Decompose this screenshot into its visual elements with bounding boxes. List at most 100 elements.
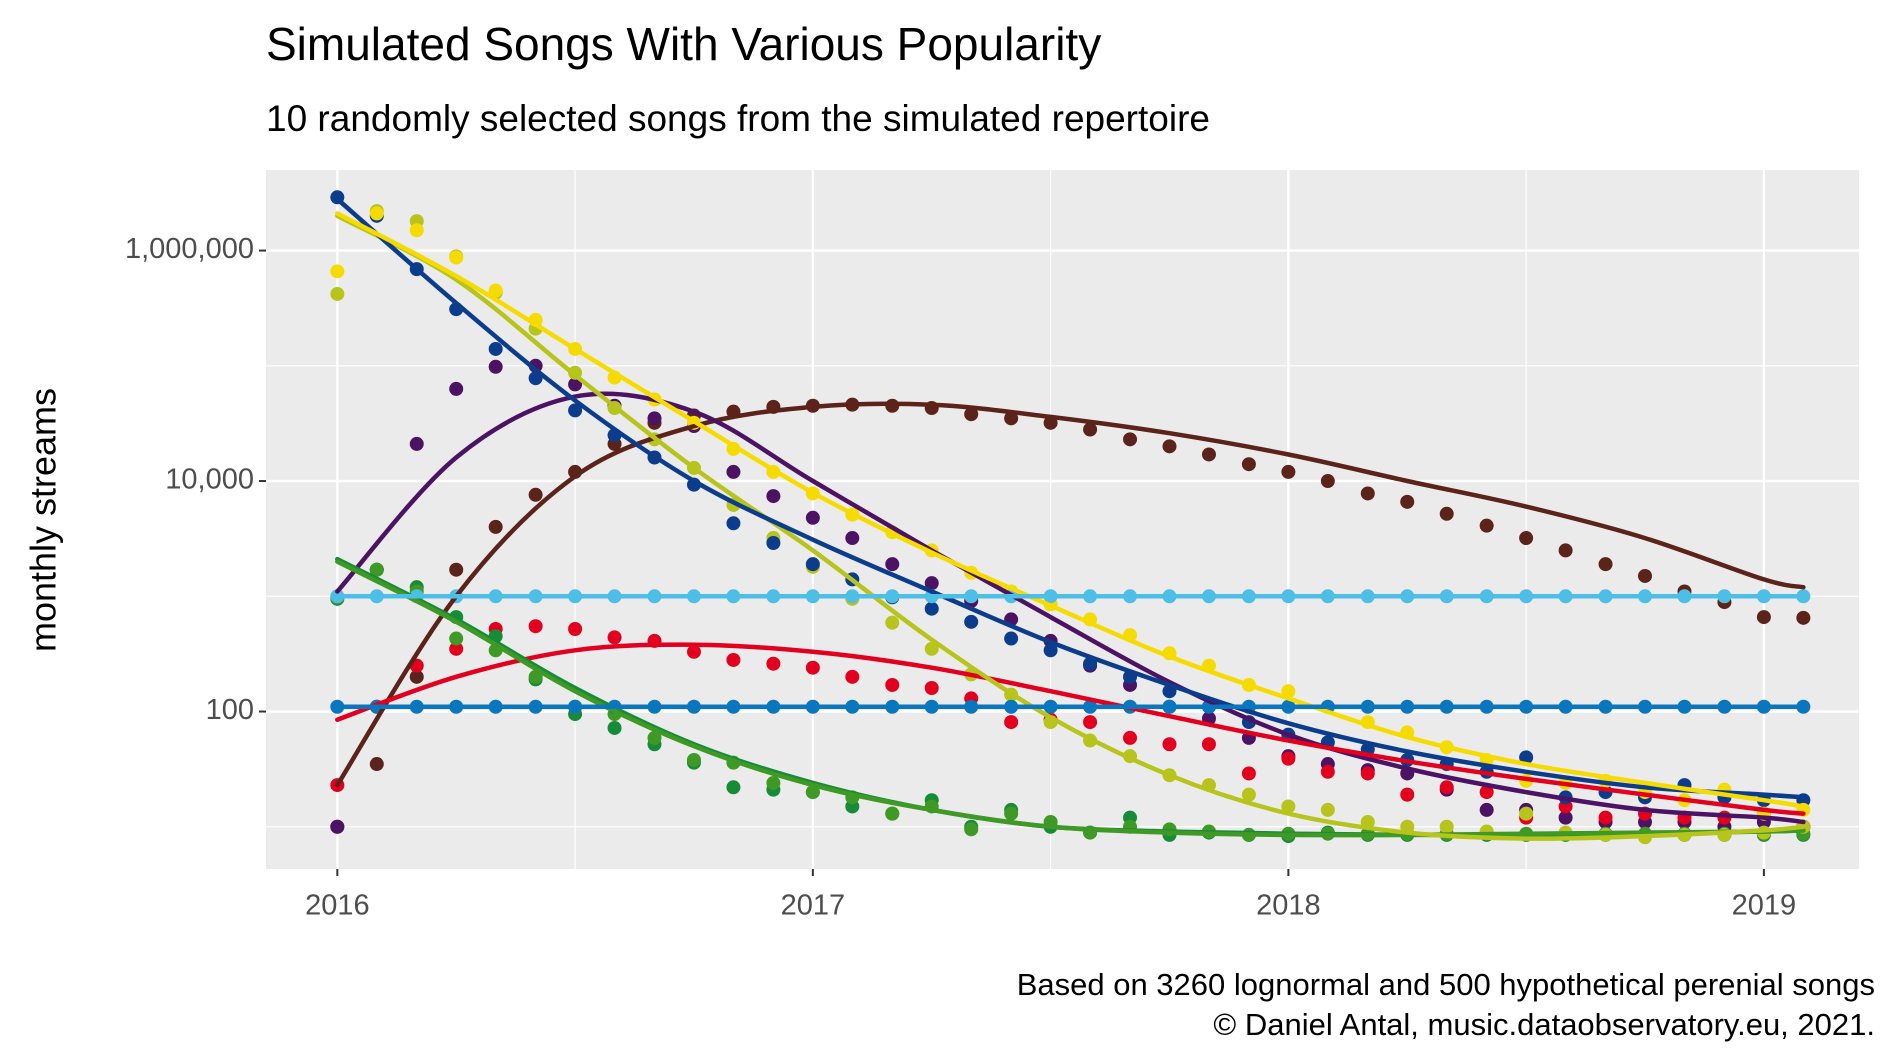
point	[1123, 730, 1138, 745]
point	[1162, 439, 1177, 454]
point	[488, 359, 503, 374]
point	[607, 630, 622, 645]
point	[647, 411, 662, 426]
point	[1241, 787, 1256, 802]
point	[924, 680, 939, 695]
point	[369, 562, 384, 577]
point	[568, 403, 583, 418]
point	[766, 535, 781, 550]
point	[686, 644, 701, 659]
point	[449, 250, 464, 265]
point	[924, 601, 939, 616]
point	[1638, 568, 1653, 583]
point	[409, 669, 424, 684]
x-tick-label: 2019	[1732, 890, 1797, 922]
point	[726, 780, 741, 795]
point	[885, 615, 900, 630]
point	[766, 489, 781, 504]
point	[528, 487, 543, 502]
x-tick-label: 2018	[1256, 890, 1321, 922]
chart-title: Simulated Songs With Various Popularity	[266, 18, 1101, 70]
point	[805, 510, 820, 525]
point	[1479, 518, 1494, 533]
point	[1479, 785, 1494, 800]
x-tick-label: 2016	[305, 890, 370, 922]
point	[1320, 474, 1335, 489]
point	[805, 660, 820, 675]
point	[488, 341, 503, 356]
point	[1281, 799, 1296, 814]
point	[1043, 643, 1058, 658]
point	[1796, 610, 1811, 625]
panel	[266, 170, 1859, 869]
fit-line	[335, 213, 1806, 841]
point	[1439, 780, 1454, 795]
point	[1519, 750, 1534, 765]
point	[924, 641, 939, 656]
point	[1162, 737, 1177, 752]
point	[568, 377, 583, 392]
point	[924, 576, 939, 591]
point	[449, 631, 464, 646]
point	[1281, 464, 1296, 479]
point	[766, 775, 781, 790]
point	[488, 283, 503, 298]
point	[369, 757, 384, 772]
point	[1558, 810, 1573, 825]
fit-line	[335, 211, 1806, 809]
point	[726, 464, 741, 479]
points	[330, 190, 1811, 845]
point	[1756, 610, 1771, 625]
caption: Based on 3260 lognormal and 500 hypothet…	[1017, 967, 1875, 1002]
fit-line	[335, 559, 1806, 838]
point	[488, 519, 503, 534]
point	[1004, 806, 1019, 821]
point	[1083, 422, 1098, 437]
fit-line	[335, 391, 1806, 825]
point	[1004, 411, 1019, 426]
point	[805, 557, 820, 572]
point	[1400, 787, 1415, 802]
point	[726, 652, 741, 667]
y-tick-label: 10,000	[165, 464, 254, 496]
point	[449, 381, 464, 396]
point	[1320, 764, 1335, 779]
point	[1281, 751, 1296, 766]
point	[528, 619, 543, 634]
caption: © Daniel Antal, music.dataobservatory.eu…	[1213, 1007, 1875, 1042]
point	[726, 516, 741, 531]
point	[1439, 819, 1454, 834]
point	[409, 436, 424, 451]
point	[1519, 806, 1534, 821]
axes: 100 10,000 1,000,000 2016 2017 2018 2019	[125, 233, 1796, 921]
fit-line	[335, 196, 1806, 800]
point	[1281, 684, 1296, 699]
point	[568, 622, 583, 637]
point	[1320, 802, 1335, 817]
fit-line	[335, 401, 1806, 788]
point	[1360, 486, 1375, 501]
point	[766, 656, 781, 671]
point	[1083, 715, 1098, 730]
x-tick-label: 2017	[781, 890, 846, 922]
point	[964, 822, 979, 837]
point	[1360, 766, 1375, 781]
point	[1123, 432, 1138, 447]
point	[1598, 557, 1613, 572]
point	[449, 562, 464, 577]
y-axis-label: monthly streams	[23, 388, 64, 652]
point	[1479, 802, 1494, 817]
fit-lines	[335, 196, 1806, 841]
point	[1241, 457, 1256, 472]
point	[330, 286, 345, 301]
point	[647, 730, 662, 745]
point	[686, 752, 701, 767]
point	[1004, 715, 1019, 730]
point	[1004, 631, 1019, 646]
point	[1558, 543, 1573, 558]
point	[1400, 494, 1415, 509]
point	[964, 407, 979, 422]
point	[449, 641, 464, 656]
point	[845, 669, 860, 684]
